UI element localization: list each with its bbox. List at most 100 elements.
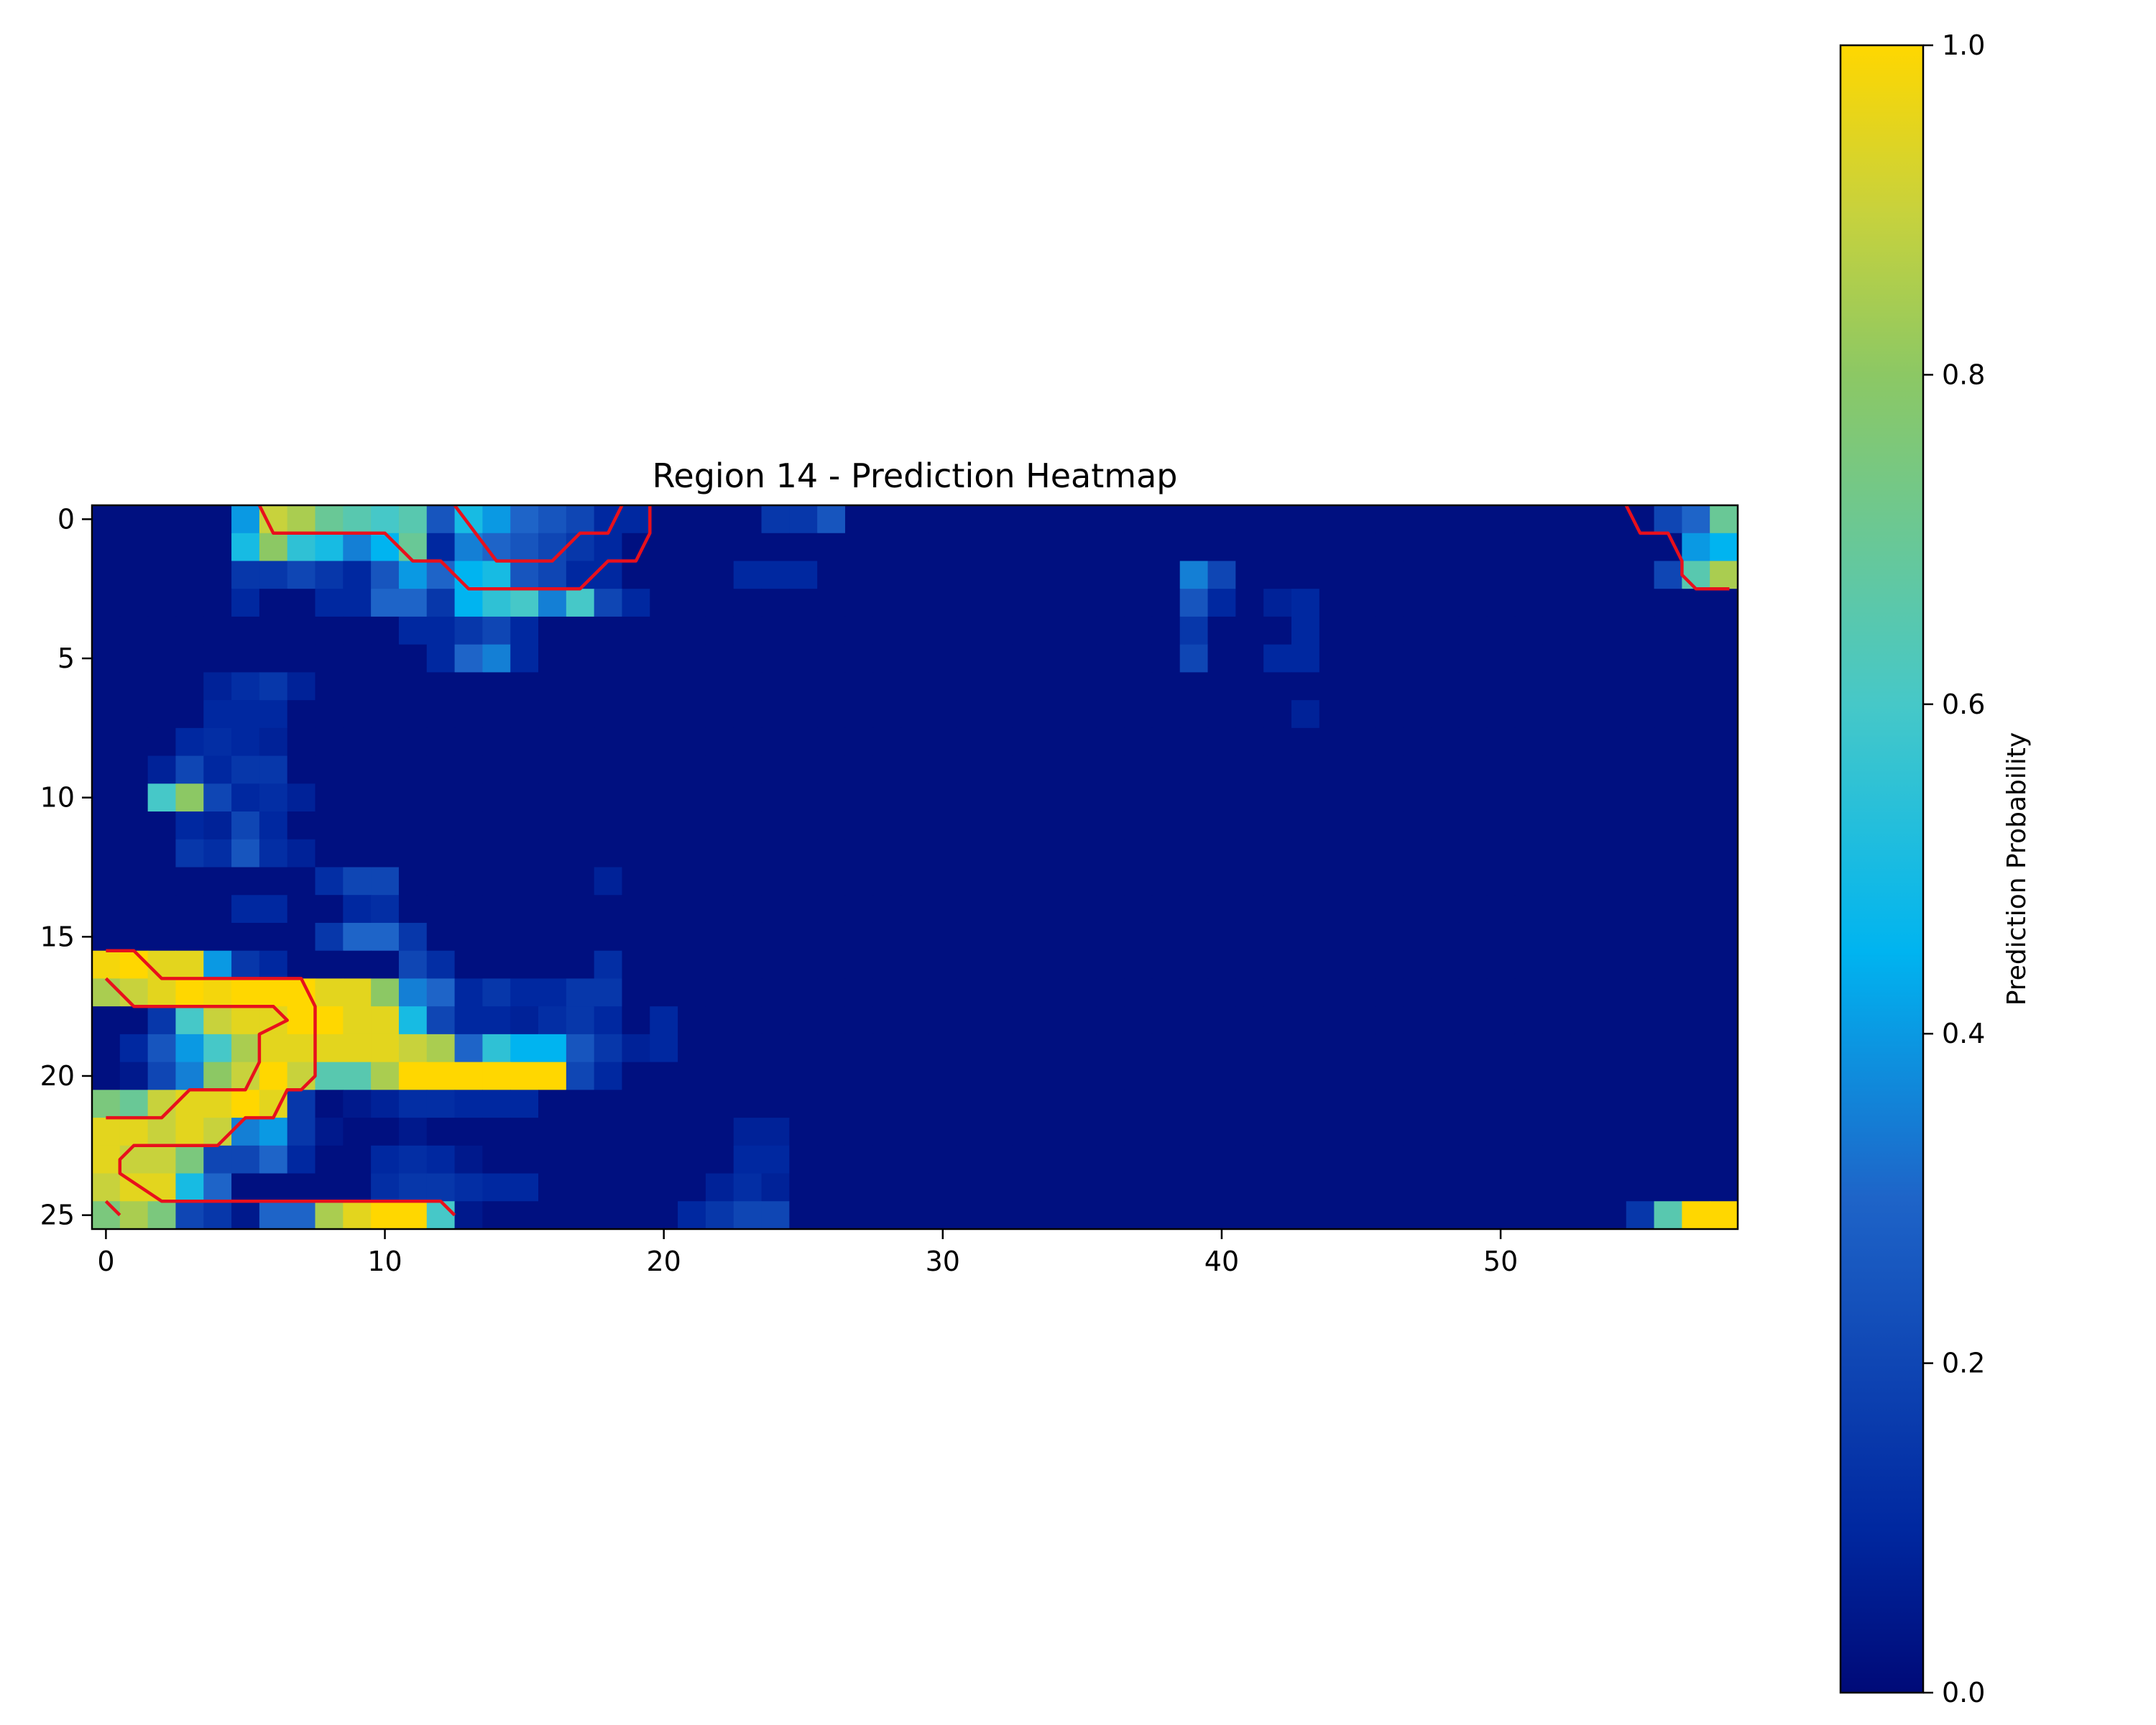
heatmap-cell bbox=[1151, 1118, 1181, 1146]
heatmap-cell bbox=[1040, 950, 1069, 980]
heatmap-cell bbox=[175, 1118, 204, 1146]
heatmap-cell bbox=[259, 700, 288, 729]
heatmap-cell bbox=[1431, 1090, 1460, 1118]
heatmap-cell bbox=[1626, 672, 1655, 701]
heatmap-cell bbox=[1096, 1062, 1125, 1090]
heatmap-cell bbox=[1542, 533, 1571, 562]
heatmap-cell bbox=[1151, 1173, 1181, 1202]
heatmap-cell bbox=[287, 533, 316, 562]
heatmap-cell bbox=[1375, 1034, 1404, 1063]
heatmap-cell bbox=[1654, 1201, 1682, 1229]
heatmap-cell bbox=[1375, 783, 1404, 812]
heatmap-cell bbox=[1096, 616, 1125, 645]
heatmap-cell bbox=[1542, 1006, 1571, 1035]
heatmap-cell bbox=[1431, 589, 1460, 617]
heatmap-cell bbox=[1375, 755, 1404, 784]
heatmap-cell bbox=[1096, 1090, 1125, 1118]
heatmap-cell bbox=[1319, 755, 1348, 784]
heatmap-cell bbox=[1068, 895, 1097, 924]
heatmap-cell bbox=[1486, 1034, 1516, 1063]
heatmap-cell bbox=[1068, 672, 1097, 701]
heatmap-cell bbox=[1486, 1173, 1516, 1202]
heatmap-cell bbox=[1570, 895, 1599, 924]
heatmap-cell bbox=[1319, 1006, 1348, 1035]
heatmap-cell bbox=[147, 1118, 177, 1146]
heatmap-cell bbox=[957, 589, 985, 617]
heatmap-cell bbox=[1514, 1145, 1543, 1174]
heatmap-cell bbox=[175, 895, 204, 924]
heatmap-cell bbox=[900, 700, 929, 729]
heatmap-cell bbox=[92, 700, 121, 729]
heatmap-cell bbox=[566, 922, 595, 952]
heatmap-cell bbox=[1514, 922, 1543, 952]
heatmap-cell bbox=[1710, 839, 1738, 868]
heatmap-cell bbox=[1626, 1118, 1655, 1146]
heatmap-cell bbox=[1096, 1173, 1125, 1202]
heatmap-cell bbox=[1012, 1145, 1041, 1174]
heatmap-cell bbox=[1403, 1090, 1432, 1118]
heatmap-cell bbox=[566, 783, 595, 812]
heatmap-cell bbox=[315, 783, 344, 812]
heatmap-cell bbox=[789, 867, 818, 896]
heatmap-cell bbox=[1124, 1062, 1153, 1090]
heatmap-cell bbox=[1207, 811, 1236, 840]
heatmap-cell bbox=[733, 978, 763, 1007]
heatmap-cell bbox=[203, 978, 232, 1007]
heatmap-cell bbox=[1235, 867, 1264, 896]
heatmap-cell bbox=[1486, 1118, 1516, 1146]
heatmap-cell bbox=[1403, 1062, 1432, 1090]
heatmap-cell bbox=[1486, 700, 1516, 729]
heatmap-cell bbox=[398, 727, 428, 757]
heatmap-cell bbox=[1207, 727, 1236, 757]
heatmap-cell bbox=[510, 922, 539, 952]
heatmap-cell bbox=[594, 1201, 623, 1229]
heatmap-cell bbox=[1319, 978, 1348, 1007]
heatmap-cell bbox=[1514, 727, 1543, 757]
heatmap-cell bbox=[1514, 505, 1543, 534]
heatmap-cell bbox=[1598, 811, 1627, 840]
heatmap-cell bbox=[1654, 755, 1682, 784]
heatmap-cell bbox=[1570, 727, 1599, 757]
heatmap-cell bbox=[705, 1006, 734, 1035]
heatmap-cell bbox=[1375, 561, 1404, 589]
heatmap-cell bbox=[1682, 978, 1710, 1007]
heatmap-cell bbox=[1068, 589, 1097, 617]
heatmap-cell bbox=[1151, 811, 1181, 840]
heatmap-cell bbox=[650, 1173, 678, 1202]
heatmap-cell bbox=[817, 839, 846, 868]
heatmap-cell bbox=[789, 755, 818, 784]
heatmap-cell bbox=[705, 922, 734, 952]
heatmap-cell bbox=[1151, 1006, 1181, 1035]
heatmap-cell bbox=[1179, 978, 1209, 1007]
heatmap-cell bbox=[1654, 561, 1682, 589]
heatmap-cell bbox=[985, 672, 1013, 701]
heatmap-cell bbox=[1291, 895, 1320, 924]
heatmap-cell bbox=[343, 672, 372, 701]
heatmap-cell bbox=[733, 616, 763, 645]
heatmap-cell bbox=[1068, 922, 1097, 952]
heatmap-cell bbox=[259, 1118, 288, 1146]
heatmap-cell bbox=[1458, 839, 1488, 868]
heatmap-cell bbox=[454, 1145, 483, 1174]
heatmap-cell bbox=[761, 616, 790, 645]
heatmap-cell bbox=[1458, 978, 1488, 1007]
heatmap-cell bbox=[566, 1006, 595, 1035]
contour-line bbox=[1624, 505, 1730, 591]
heatmap-cell bbox=[1626, 505, 1655, 534]
heatmap-cell bbox=[119, 867, 149, 896]
heatmap-cell bbox=[844, 895, 874, 924]
heatmap-cell bbox=[1319, 895, 1348, 924]
heatmap-cell bbox=[900, 727, 929, 757]
heatmap-cell bbox=[650, 589, 678, 617]
heatmap-cell bbox=[1710, 1090, 1738, 1118]
heatmap-cell bbox=[733, 1173, 763, 1202]
heatmap-cell bbox=[92, 783, 121, 812]
heatmap-cell bbox=[482, 727, 511, 757]
heatmap-cell bbox=[454, 895, 483, 924]
heatmap-cell bbox=[398, 839, 428, 868]
heatmap-cell bbox=[1654, 783, 1682, 812]
heatmap-cell bbox=[510, 1173, 539, 1202]
heatmap-cell bbox=[929, 1118, 957, 1146]
heatmap-cell bbox=[872, 783, 902, 812]
heatmap-cell bbox=[900, 1062, 929, 1090]
